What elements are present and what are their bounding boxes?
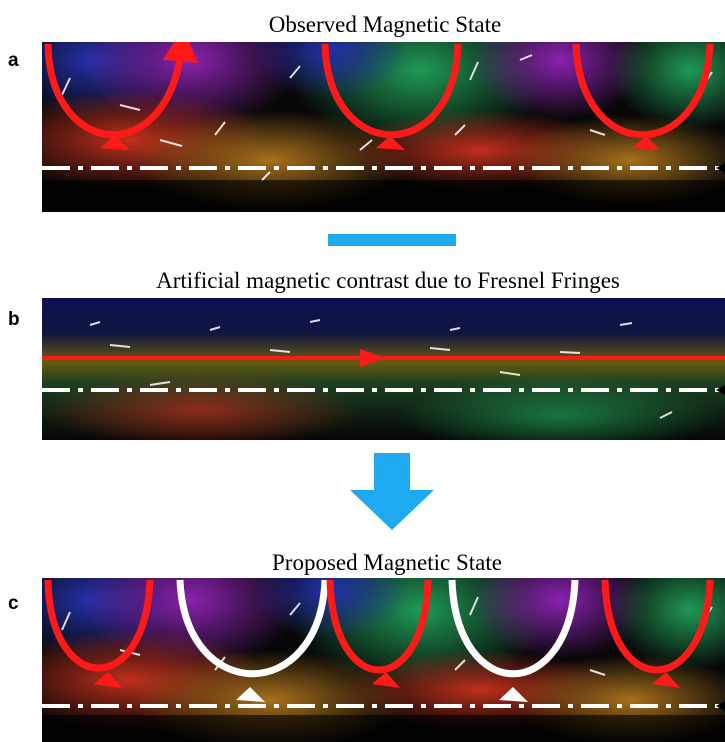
down-arrow <box>350 453 434 530</box>
panel-label: b <box>8 309 20 330</box>
panel-title: Proposed Magnetic State <box>272 550 502 575</box>
panel-label: a <box>8 50 19 71</box>
panel-label: c <box>8 593 19 614</box>
figure: Observed Magnetic State a Artificial mag… <box>0 0 725 742</box>
panel-title: Artificial magnetic contrast due to Fres… <box>156 268 620 293</box>
panel-image <box>40 298 725 455</box>
minus-sign <box>328 234 456 246</box>
panel-title: Observed Magnetic State <box>269 12 501 37</box>
page: {"panels": [ {"label": "a", "title": "Ob… <box>0 0 725 742</box>
